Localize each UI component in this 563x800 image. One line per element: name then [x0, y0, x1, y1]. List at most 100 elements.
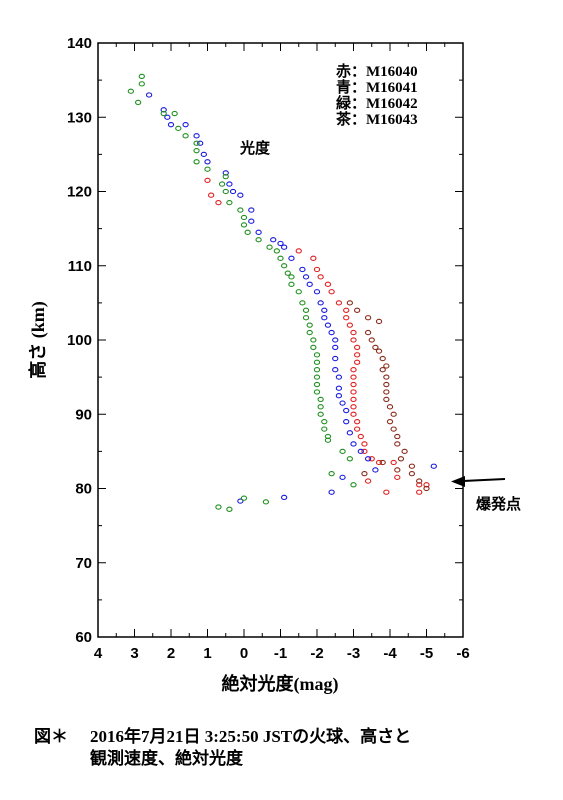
data-point	[255, 237, 262, 243]
data-point	[204, 159, 211, 165]
data-point	[361, 470, 368, 477]
data-point	[350, 411, 357, 417]
data-point	[394, 433, 401, 440]
data-point	[244, 229, 251, 235]
data-point	[306, 281, 313, 287]
data-point	[310, 344, 317, 351]
y-tick-label: 80	[75, 481, 92, 498]
data-point	[226, 199, 233, 206]
data-point	[350, 396, 357, 403]
data-point	[335, 374, 343, 380]
data-point	[299, 266, 306, 273]
data-point	[175, 125, 182, 132]
x-tick-label: 1	[203, 645, 211, 662]
legend-entry: 緑：M16042	[336, 94, 418, 112]
data-point	[383, 396, 390, 403]
x-tick-label: 0	[240, 645, 248, 662]
data-point	[328, 329, 335, 336]
data-point	[375, 318, 383, 325]
data-point	[215, 199, 222, 206]
data-point	[353, 352, 361, 358]
data-point	[321, 426, 328, 432]
data-point	[277, 255, 284, 261]
explosion-label: 爆発点	[476, 495, 521, 513]
data-point	[394, 441, 401, 447]
data-point	[193, 148, 200, 154]
data-point	[321, 315, 328, 321]
data-point	[328, 289, 335, 295]
data-point	[332, 337, 339, 343]
data-point	[390, 411, 397, 417]
data-point	[237, 207, 244, 213]
data-point	[335, 393, 343, 399]
figure-caption: 図＊ 2016年7月21日 3:25:50 JSTの火球、高さと 観測速度、絶対光…	[34, 726, 534, 770]
data-point	[339, 474, 346, 481]
data-point	[328, 470, 335, 477]
explosion-arrow	[451, 476, 506, 487]
legend: 赤：M16040 青：M16041 緑：M16042 茶：M16043	[336, 62, 418, 128]
data-point	[302, 274, 310, 280]
data-point	[350, 381, 357, 388]
y-tick-label: 110	[68, 258, 92, 275]
data-point	[350, 337, 357, 343]
data-point	[182, 133, 189, 139]
data-point	[383, 381, 390, 388]
x-tick-label: -2	[310, 645, 323, 662]
data-point	[386, 404, 394, 410]
legend-entry: 青：M16041	[336, 78, 418, 96]
data-point	[134, 99, 142, 106]
y-tick-label: 130	[67, 109, 92, 126]
data-point	[350, 389, 357, 395]
data-point	[280, 494, 288, 501]
data-point	[270, 237, 277, 243]
data-point	[390, 426, 397, 432]
y-tick-label: 60	[75, 629, 92, 646]
legend-entry: 赤：M16040	[336, 62, 418, 80]
data-point	[229, 188, 237, 195]
data-point	[295, 289, 302, 295]
caption-text-1: 2016年7月21日 3:25:50 JSTの火球、高さと	[90, 727, 412, 746]
data-point	[328, 489, 335, 495]
data-point	[368, 337, 375, 343]
data-point	[310, 255, 317, 261]
data-point	[313, 389, 321, 395]
data-point	[324, 281, 332, 287]
data-point	[207, 192, 215, 198]
data-point	[335, 385, 343, 391]
y-tick-label: 70	[75, 555, 92, 572]
data-point	[288, 281, 295, 287]
data-point	[350, 374, 357, 380]
data-point	[383, 374, 390, 380]
data-point	[364, 329, 372, 336]
data-point	[299, 300, 306, 306]
caption-line-1: 図＊ 2016年7月21日 3:25:50 JSTの火球、高さと	[34, 726, 534, 748]
data-point	[313, 367, 321, 373]
data-point	[317, 274, 324, 280]
data-point	[361, 441, 368, 447]
data-point	[408, 470, 416, 477]
x-tick-labels: 4 3 2 1 0 -1 -2 -3 -4 -5 -6	[94, 645, 470, 662]
data-point	[288, 255, 295, 261]
data-point	[364, 478, 372, 484]
data-point	[350, 329, 357, 336]
data-point	[416, 489, 423, 495]
data-point	[383, 489, 390, 495]
data-point	[204, 177, 211, 184]
data-point	[390, 459, 397, 466]
data-point	[182, 122, 189, 128]
y-tick-label: 90	[75, 406, 92, 423]
data-point	[346, 430, 353, 436]
data-point	[226, 181, 233, 187]
data-point	[248, 218, 255, 224]
data-point	[138, 73, 145, 80]
data-point	[408, 463, 416, 469]
chart: 4 3 2 1 0 -1 -2 -3 -4 -5 -6 60 70 80 90 100 110 120 130 14…	[27, 35, 521, 695]
x-tick-label: -5	[420, 645, 433, 662]
x-tick-label: 3	[130, 645, 138, 662]
data-point	[383, 363, 390, 369]
caption-label: 図＊	[34, 727, 68, 746]
data-point	[222, 173, 229, 180]
data-point	[339, 448, 346, 455]
data-point	[416, 478, 423, 484]
data-point	[240, 495, 248, 501]
